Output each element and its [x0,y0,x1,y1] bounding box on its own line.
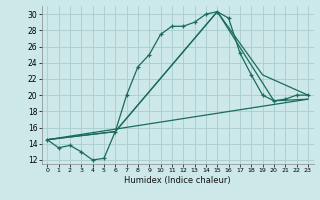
X-axis label: Humidex (Indice chaleur): Humidex (Indice chaleur) [124,176,231,185]
